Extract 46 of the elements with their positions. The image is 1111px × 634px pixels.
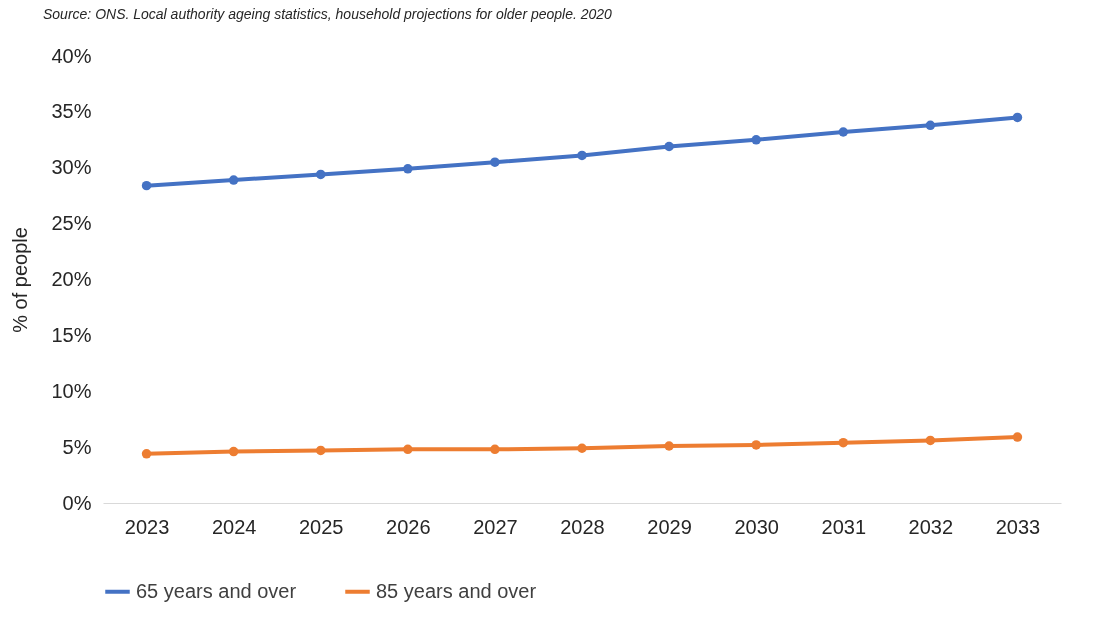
y-axis-title: % of people (9, 227, 32, 333)
point (751, 135, 761, 145)
point (403, 164, 413, 174)
point (490, 157, 500, 167)
x-tick-label: 2029 (647, 515, 692, 538)
x-tick-label: 2024 (211, 515, 257, 538)
y-tick-label: 35% (51, 100, 92, 123)
x-tick-label: 2030 (734, 515, 779, 538)
point (577, 150, 587, 161)
y-tick-label: 15% (51, 323, 92, 346)
point (228, 175, 239, 185)
x-tick-label: 2031 (821, 515, 867, 538)
y-tick-label: 30% (51, 156, 92, 179)
point (315, 169, 326, 180)
point (664, 141, 674, 152)
point (925, 120, 936, 131)
x-tick-label: 2028 (560, 515, 605, 538)
y-tick-label: 0% (62, 491, 92, 514)
legend-label: 85 years and over (376, 579, 537, 602)
point (141, 449, 152, 459)
point (228, 446, 239, 457)
x-tick-label: 2025 (298, 515, 344, 538)
legend-label: 65 years and over (136, 579, 297, 602)
y-tick-label: 20% (51, 268, 92, 290)
point (1012, 432, 1023, 442)
point (490, 444, 500, 455)
x-tick-label: 2026 (386, 515, 431, 538)
point (315, 445, 326, 456)
point (1012, 112, 1023, 123)
point (141, 180, 152, 191)
y-tick-label: 10% (51, 379, 92, 402)
point (403, 444, 413, 455)
y-tick-label: 40% (51, 44, 92, 67)
point (577, 443, 587, 453)
source-note: Source: ONS. Local authority ageing statistics, household projections for older people. 2020 (43, 6, 613, 22)
y-tick-label: 25% (51, 212, 92, 235)
x-tick-label: 2032 (908, 515, 954, 538)
point (838, 437, 849, 448)
point (838, 127, 849, 137)
point (664, 441, 674, 451)
point (925, 435, 936, 446)
x-tick-label: 2027 (473, 515, 518, 538)
point (751, 440, 761, 450)
x-tick-label: 2033 (995, 515, 1041, 538)
y-tick-label: 5% (62, 435, 92, 458)
x-tick-label: 2023 (124, 515, 170, 538)
